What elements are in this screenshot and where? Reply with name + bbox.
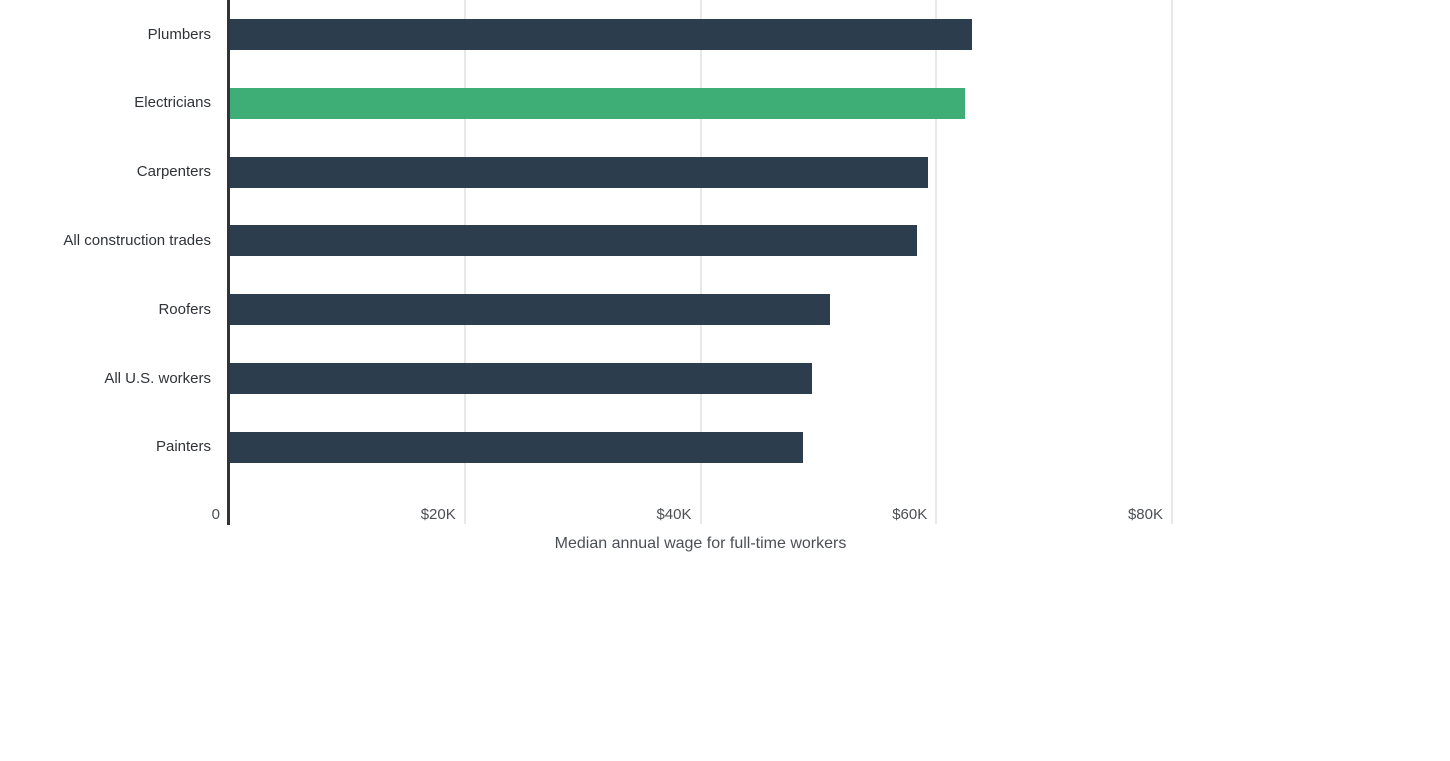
gridline-20k	[463, 0, 466, 524]
gridline-60k	[935, 0, 938, 524]
category-label-electricians: Electricians	[134, 94, 211, 111]
x-tick-label-20k: $20K	[420, 506, 456, 523]
category-label-roofers: Roofers	[158, 301, 211, 318]
bar-all-construction-trades[interactable]	[229, 225, 917, 256]
bar-electricians[interactable]	[229, 88, 965, 119]
category-label-painters: Painters	[155, 438, 211, 455]
bar-roofers[interactable]	[229, 294, 830, 325]
x-tick-label-40k: $40K	[656, 506, 692, 523]
x-tick-label-80k: $80K	[1127, 506, 1163, 523]
x-tick-label-0: 0	[211, 506, 220, 523]
gridline-40k	[699, 0, 702, 524]
category-label-all-u-s-workers: All U.S. workers	[104, 370, 211, 387]
gridline-80k	[1171, 0, 1173, 524]
x-axis-title: Median annual wage for full-time workers	[554, 535, 847, 552]
y-axis-line	[227, 0, 230, 525]
category-label-plumbers: Plumbers	[147, 26, 211, 43]
bar-carpenters[interactable]	[229, 157, 928, 188]
x-tick-label-60k: $60K	[892, 506, 928, 523]
bar-painters[interactable]	[229, 432, 803, 463]
bar-plumbers[interactable]	[229, 19, 972, 50]
bar-all-u-s-workers[interactable]	[229, 363, 812, 394]
category-label-carpenters: Carpenters	[136, 163, 211, 180]
category-label-all-construction-trades: All construction trades	[63, 232, 211, 249]
